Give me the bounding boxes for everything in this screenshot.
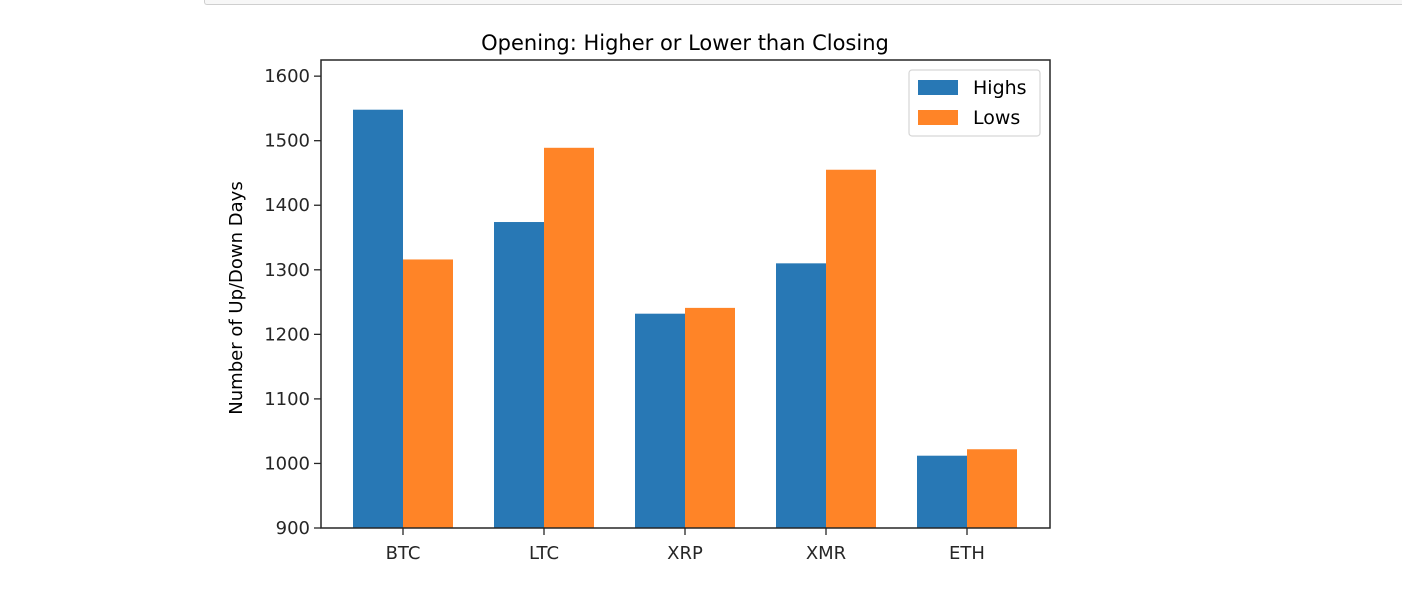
bar-lows-eth [967,449,1017,528]
bar-highs-xrp [635,313,685,528]
legend-swatch-highs [918,80,958,95]
y-tick-label: 1500 [264,131,310,152]
y-tick-label: 900 [276,518,310,539]
x-tick-label: XRP [667,543,703,564]
chart-title: Opening: Higher or Lower than Closing [481,31,889,55]
y-tick-label: 1400 [264,195,310,216]
x-tick-label: XMR [806,543,846,564]
plot-frame [320,59,1051,529]
y-axis: 900 1000 1100 1200 1300 1400 1500 1600 [264,66,321,539]
notebook-cell-border [204,0,1402,5]
x-tick-label: BTC [386,543,421,564]
legend-label-lows: Lows [973,107,1020,129]
bars-group [353,109,1017,529]
bar-highs-btc [353,109,403,528]
bar-lows-ltc [544,147,594,528]
bar-highs-xmr [776,263,826,528]
x-tick-label: LTC [529,543,559,564]
x-axis: BTC LTC XRP XMR ETH [386,528,985,564]
y-axis-label: Number of Up/Down Days [226,181,247,414]
y-tick-label: 1600 [264,66,310,87]
bar-lows-xrp [685,307,735,528]
y-tick-label: 1200 [264,324,310,345]
legend-label-highs: Highs [973,77,1027,99]
legend-swatch-lows [918,110,958,125]
bar-lows-xmr [826,169,876,529]
x-tick-label: ETH [949,543,985,564]
y-tick-label: 1100 [264,389,310,410]
bar-lows-btc [403,259,453,528]
y-tick-label: 1300 [264,260,310,281]
bar-highs-eth [917,455,967,528]
legend: Highs Lows [908,69,1041,137]
bar-highs-ltc [494,222,544,528]
y-tick-label: 1000 [264,453,310,474]
